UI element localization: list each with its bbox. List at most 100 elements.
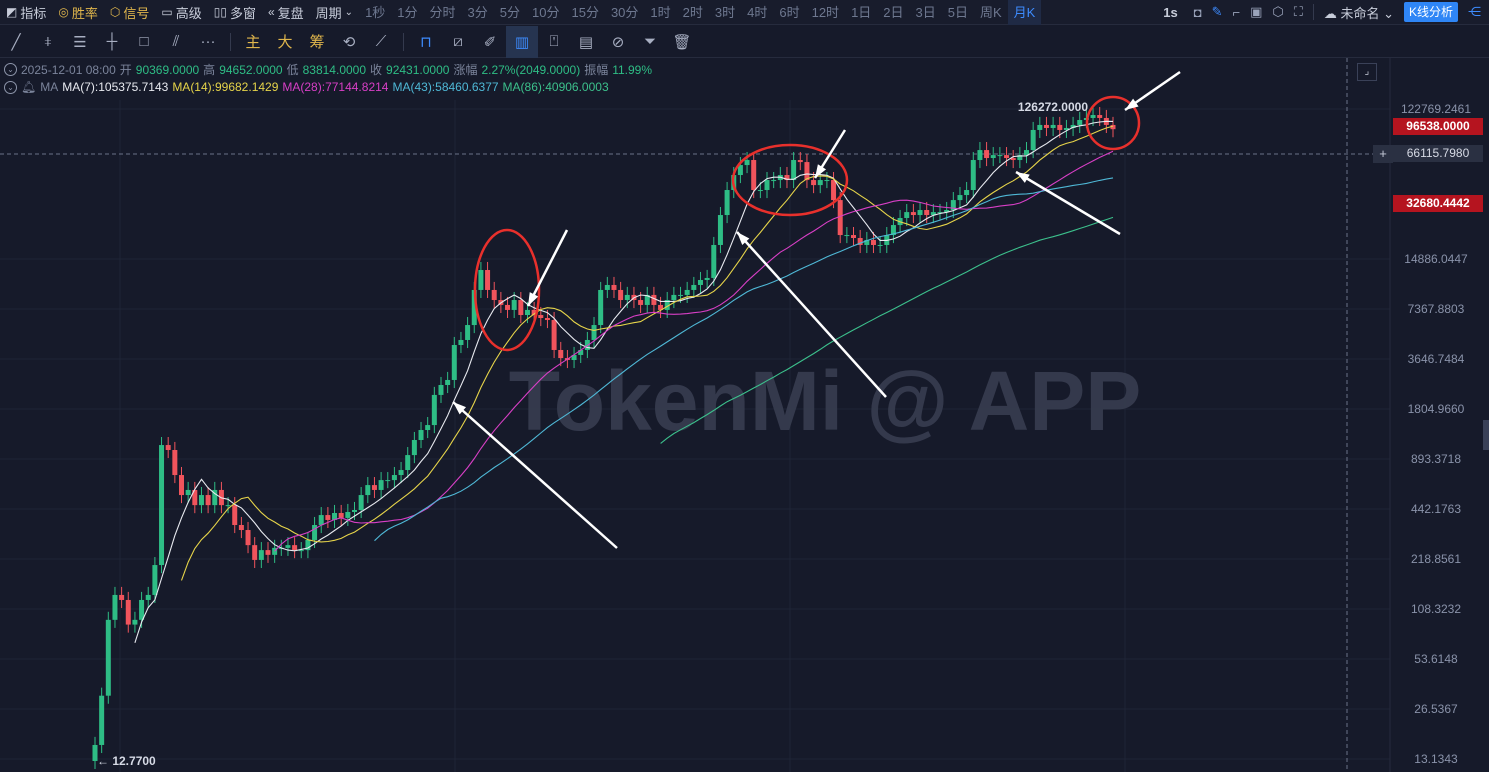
add-frame-icon[interactable]: ⌐ [1232, 4, 1241, 20]
lock-icon[interactable]: ⍞ [549, 33, 559, 50]
candle-body [930, 212, 936, 216]
collapse-chart-icon[interactable]: ⌟ [1357, 63, 1377, 81]
kline-analysis-button[interactable]: K线分析 [1403, 2, 1458, 22]
horizontal-lines-icon[interactable]: ☰ [73, 33, 87, 51]
candle-body [165, 445, 171, 450]
candle-body [285, 545, 291, 548]
candle-body [870, 240, 876, 245]
period-tab[interactable]: 2日 [883, 4, 904, 20]
lightning-icon: ⬡ [109, 5, 121, 19]
candle-body [292, 545, 298, 551]
period-tab[interactable]: 周K [980, 4, 1002, 20]
annotation-arrow [452, 401, 618, 549]
trash-icon[interactable]: 🗑︎ [672, 33, 692, 51]
toolbar-indicator-button[interactable]: ◩ 指标 [0, 0, 52, 25]
period-tab[interactable]: 15分 [571, 4, 599, 20]
candle-body [890, 225, 896, 236]
side-panel-handle[interactable] [1483, 420, 1489, 450]
template-icon[interactable]: ▣ [1250, 4, 1263, 19]
arrow-head-icon [737, 232, 750, 245]
add-crosshair-icon[interactable]: + [1373, 145, 1393, 163]
period-tab[interactable]: 5日 [947, 4, 968, 20]
candle-body [784, 175, 790, 181]
period-tab[interactable]: 1秒 [365, 4, 386, 20]
ma-value-43: MA(43):58460.6377 [392, 80, 499, 94]
settings-icon[interactable]: ⬡ [1272, 4, 1284, 19]
candle-body [578, 349, 584, 355]
candle-body [438, 384, 444, 395]
drawing-toolbar: ╱ ⧧ ☰ ┼ □ ⫽ ··· 主大筹 ⟲ ⟋ ⊓ ⧄ ✐ ▥ ⍞ ▤ ⊘ ⏷ 🗑︎ [0, 25, 1489, 58]
candle-body [624, 294, 630, 301]
layout-dropdown[interactable]: ☁ 未命名 ⌄ [1323, 5, 1394, 21]
candle-body [604, 284, 610, 290]
rectangle-icon[interactable]: □ [139, 33, 149, 50]
toolbar-target-button[interactable]: ◎ 胜率 [52, 0, 104, 25]
camera-icon[interactable]: ◘ [1193, 4, 1202, 20]
period-tab[interactable]: 5分 [499, 4, 521, 20]
annotation-arrow [1015, 170, 1121, 236]
attach-icon[interactable]: ⊘ [611, 33, 625, 51]
y-tick-label: 7367.8803 [1408, 302, 1465, 316]
draw-pen-icon[interactable]: ✐ [483, 33, 497, 51]
sync-icon[interactable]: ⟲ [342, 33, 356, 51]
candle-style-icon[interactable]: ▥ [506, 25, 538, 58]
candle-body [358, 495, 364, 510]
period-tab[interactable]: 分时 [429, 4, 456, 20]
filter-icon[interactable]: ⏷ [643, 33, 656, 50]
period-tab[interactable]: 1时 [650, 4, 671, 20]
more-icon[interactable]: ··· [200, 33, 216, 50]
ma-value-28: MA(28):77144.8214 [282, 80, 389, 94]
candle-body [1010, 158, 1016, 161]
magnet-icon[interactable]: ⟋ [375, 33, 387, 50]
candle-body [977, 150, 983, 161]
candle-body [944, 210, 950, 213]
collapse-icon[interactable]: ⌄ [4, 63, 17, 76]
horizontal-line-icon[interactable]: ┼ [106, 33, 118, 50]
ruler-icon[interactable]: ⧄ [453, 33, 463, 50]
main-indicator-button[interactable]: 主 [245, 34, 261, 51]
candle-body [638, 300, 644, 305]
period-tab[interactable]: 3日 [915, 4, 936, 20]
candle-body [391, 475, 397, 481]
period-tab[interactable]: 12时 [811, 4, 840, 20]
divider [403, 32, 404, 51]
candle-body [325, 515, 331, 520]
period-tab[interactable]: 月K [1007, 0, 1042, 25]
indicator-icon: ◩ [6, 5, 18, 19]
period-tab[interactable]: 4时 [747, 4, 768, 20]
fullscreen-icon[interactable]: ⛶ [1293, 4, 1303, 19]
period-tab[interactable]: 10分 [532, 4, 560, 20]
bookmark-icon[interactable]: ⊓ [420, 33, 432, 51]
period-tab[interactable]: 2时 [682, 4, 703, 20]
note-icon[interactable]: ▤ [578, 33, 594, 51]
pencil-icon[interactable]: ✎ [1211, 4, 1223, 19]
chips-button[interactable]: 筹 [309, 34, 325, 51]
period-tab[interactable]: 30分 [610, 4, 639, 20]
candle-body [205, 495, 211, 506]
toolbar-lightning-button[interactable]: ⬡ 信号 [104, 0, 156, 25]
brush-icon[interactable]: ⫽ [172, 33, 180, 50]
interval-button[interactable]: 1s [1163, 4, 1178, 20]
parallel-line-icon[interactable]: ⧧ [44, 33, 52, 50]
toolbar-multi-window-button[interactable]: ▯▯ 多窗 [208, 0, 262, 25]
candle-body [664, 300, 670, 310]
candle-body [558, 349, 564, 359]
toolbar-calendar-button[interactable]: ▭ 高级 [155, 0, 207, 25]
open-value: 90369.0000 [135, 62, 200, 77]
period-tab[interactable]: 1分 [397, 4, 418, 20]
period-tab[interactable]: 3时 [714, 4, 736, 20]
period-dropdown[interactable]: 周期 ⌄ [310, 0, 359, 25]
toolbar-rewind-button[interactable]: «复盘 [262, 0, 310, 25]
candle-body [192, 489, 198, 506]
period-tab[interactable]: 3分 [467, 4, 488, 20]
ohlc-info-row: ⌄ 2025-12-01 08:00 开 90369.0000 高 94652.00… [4, 61, 652, 78]
big-order-button[interactable]: 大 [277, 34, 293, 51]
collapse-icon[interactable]: ⌄ [4, 80, 17, 94]
period-tab[interactable]: 1日 [851, 4, 872, 20]
share-icon[interactable]: ⋲ [1468, 4, 1481, 19]
bell-icon[interactable]: 🔔︎ [21, 80, 37, 94]
period-tab[interactable]: 6时 [779, 4, 800, 20]
candle-body [957, 195, 963, 201]
line-tool-icon[interactable]: ╱ [11, 33, 21, 51]
